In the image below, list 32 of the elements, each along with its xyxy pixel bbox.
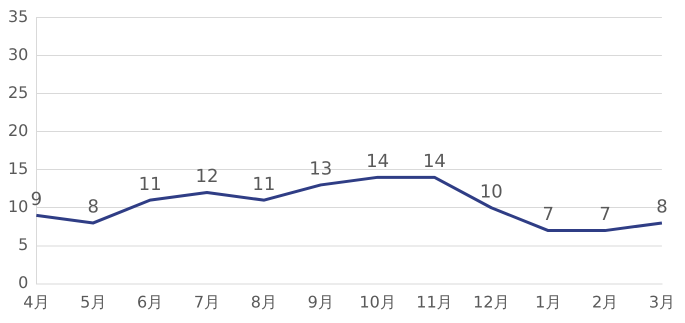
- x-tick-label: 8月: [250, 292, 277, 312]
- y-tick-label: 0: [18, 272, 28, 292]
- x-tick-label: 3月: [648, 292, 676, 312]
- data-label: 14: [422, 150, 446, 172]
- data-label: 10: [480, 181, 503, 202]
- x-tick-label: 4月: [23, 292, 50, 312]
- y-tick-label: 35: [8, 6, 28, 26]
- data-label: 11: [252, 174, 276, 195]
- data-label: 7: [542, 204, 554, 226]
- y-tick-label: 10: [8, 196, 28, 216]
- x-tick-label: 1月: [535, 292, 562, 312]
- x-tick-label: 10月: [359, 292, 396, 312]
- x-tick-label: 7月: [194, 292, 220, 312]
- data-label: 13: [309, 158, 332, 180]
- x-tick-label: 2月: [592, 292, 618, 312]
- data-label: 14: [366, 150, 390, 172]
- data-label: 8: [88, 196, 99, 218]
- data-label: 9: [30, 189, 42, 210]
- y-tick-label: 25: [8, 82, 28, 102]
- data-label: 8: [656, 196, 668, 218]
- data-label: 11: [138, 174, 162, 195]
- data-label: 12: [196, 166, 218, 188]
- y-tick-label: 20: [8, 120, 28, 140]
- x-tick-label: 6月: [137, 292, 164, 312]
- y-tick-label: 5: [18, 234, 28, 254]
- x-tick-label: 11月: [416, 292, 453, 312]
- x-tick-label: 12月: [473, 292, 510, 312]
- y-tick-label: 30: [8, 44, 28, 64]
- data-label: 7: [599, 204, 611, 226]
- x-tick-label: 5月: [80, 292, 106, 312]
- x-tick-label: 9月: [308, 292, 334, 312]
- y-tick-label: 15: [8, 158, 28, 178]
